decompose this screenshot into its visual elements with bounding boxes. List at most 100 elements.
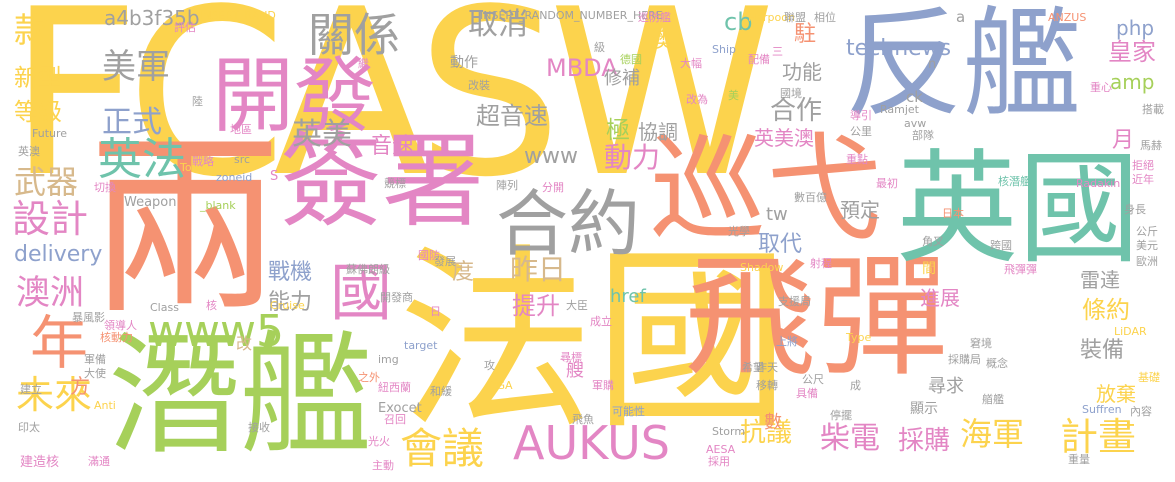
word-seek: 尋求 xyxy=(928,376,964,397)
word-horn: 角叉 xyxy=(922,235,944,248)
word-separate: 分開 xyxy=(542,181,564,194)
word-ramjet: Ramjet xyxy=(880,103,919,116)
word-cooperation: 合作 xyxy=(770,96,823,126)
word-fcasw: FCASW xyxy=(8,0,776,228)
word-meter: 公尺 xyxy=(802,373,824,386)
word-procurement-bureau: 採購局 xyxy=(948,353,981,366)
word-meeting: 會議 xyxy=(400,424,485,473)
word-equipment: 裝備 xyxy=(1080,338,1125,363)
word-exocet: Exocet xyxy=(378,401,422,416)
word-anti-ship: 反艦 xyxy=(845,0,1082,133)
word-adopt: 採用 xyxy=(708,455,730,468)
word-royal: 皇家 xyxy=(1108,38,1156,66)
word-suffren-class: 蘇佛朗級 xyxy=(346,263,390,276)
word-progress: 進展 xyxy=(920,286,960,310)
word-future-en: Future xyxy=(32,127,68,140)
word-km: 公里 xyxy=(850,125,872,138)
word-cb: cb xyxy=(724,8,753,36)
word-diesel-electric: 柴電 xyxy=(820,421,880,456)
word-mach: 馬赫 xyxy=(1140,139,1162,152)
word-range: 射程 xyxy=(810,257,832,270)
word-array: 陣列 xyxy=(496,179,518,192)
word-dga: DGA xyxy=(488,379,513,392)
word-action: 動作 xyxy=(450,55,478,71)
word-a: a xyxy=(956,8,966,26)
word-lidar: LiDAR xyxy=(1114,325,1147,338)
word-suffren: Suffren xyxy=(1082,403,1122,416)
word-border: 國境 xyxy=(780,87,802,100)
word-frigate: 巡防艦 xyxy=(638,11,671,24)
word-supersonic: 超音速 xyxy=(476,102,548,130)
word-between: 間 xyxy=(922,261,936,277)
word-nuclear-power: 核動力 xyxy=(100,331,133,344)
word-a4b3f35b: a4b3f35b xyxy=(104,6,200,30)
word-nation: 國 xyxy=(330,256,393,329)
word-relations: 關係 xyxy=(308,8,400,62)
word-uk-france: 英法 xyxy=(98,134,186,185)
word-cruise: 巡弋 xyxy=(650,122,882,257)
word-communicate: 滿通 xyxy=(88,455,110,468)
word-germany: 德國 xyxy=(620,53,642,66)
word-replace: 取代 xyxy=(758,232,803,257)
word-center: 重心 xyxy=(1090,81,1112,94)
word-nuclear-sub: 核潛艦 xyxy=(998,175,1031,188)
word-two: 兩 xyxy=(88,114,283,341)
word-repair: 修補 xyxy=(604,68,640,89)
word-delivery: delivery xyxy=(14,242,103,267)
word-type: Type xyxy=(846,331,872,344)
word-possess: 具備 xyxy=(796,387,818,400)
word-change: 改 xyxy=(236,334,253,353)
word-us: 美 xyxy=(728,89,739,102)
word-protest: 抗議 xyxy=(740,418,793,448)
word-insert-rand: INSERT_RAND xyxy=(200,9,276,22)
word-france: 法國 xyxy=(398,228,791,456)
word-future: 未來 xyxy=(16,373,93,417)
word-usd: 美元 xyxy=(1136,239,1158,252)
word-abandon: 放棄 xyxy=(1096,382,1136,406)
word-defense: 國防 xyxy=(418,249,440,262)
word-stationed: 駐 xyxy=(794,22,817,47)
word-leader: 領導人 xyxy=(104,319,137,332)
word-n: n xyxy=(928,57,937,72)
word-refit: 改裝 xyxy=(468,79,490,92)
word-foundation: 基礎 xyxy=(1138,371,1160,384)
word-us-military: 美軍 xyxy=(102,47,170,87)
word-enhance: 提升 xyxy=(512,292,560,320)
word-day: 日 xyxy=(430,305,441,318)
word-model: 款 xyxy=(14,11,48,51)
word-yesterday2: 昨天 xyxy=(756,361,778,374)
word-carry: 搭載 xyxy=(1142,103,1164,116)
word-ck: ck xyxy=(906,88,923,106)
word-zoneid: zoneid xyxy=(216,171,253,184)
word-radar: 雷達 xyxy=(1080,268,1120,292)
word-guidance: 導引 xyxy=(850,109,872,122)
word-href: href xyxy=(610,286,646,307)
word-minister: 大臣 xyxy=(566,299,588,312)
word-www: www xyxy=(524,144,578,169)
word-establish: 建立 xyxy=(20,383,42,396)
word-weapon: Weapon xyxy=(124,195,177,210)
word-initial: 最初 xyxy=(876,177,898,190)
word-europe: 歐洲 xyxy=(1136,255,1158,268)
word-insert-random: INSERT_RANDOM_NUMBER_HERE xyxy=(480,9,663,22)
word-treaty: 條約 xyxy=(1082,296,1130,324)
word-uk-us-au: 英美澳 xyxy=(754,126,814,150)
word-cancel: 取消 xyxy=(468,7,528,42)
word-nuclear: 核 xyxy=(206,299,217,312)
word-new-type: 新型 xyxy=(14,64,62,92)
word-kilogram: 公斤 xyxy=(1136,225,1158,238)
word-phase: 相位 xyxy=(814,11,836,24)
word-class-en: Class xyxy=(150,301,179,314)
word-alliance: 聯盟 xyxy=(784,11,806,24)
word-develop: 開發 xyxy=(212,49,377,144)
word-three: 三 xyxy=(772,45,783,58)
word-blank: _blank xyxy=(200,199,236,212)
word-scheduled: 預定 xyxy=(840,198,880,222)
word-aukus: AUKUS xyxy=(513,416,670,470)
word-uk-au: 英澳 xyxy=(18,145,40,158)
word-become: 成 xyxy=(850,379,861,392)
word-storm-shadow: 暴風影 xyxy=(72,311,105,324)
word-developer: 開發商 xyxy=(380,291,413,304)
word-submarine: 潛艦 xyxy=(108,319,372,473)
